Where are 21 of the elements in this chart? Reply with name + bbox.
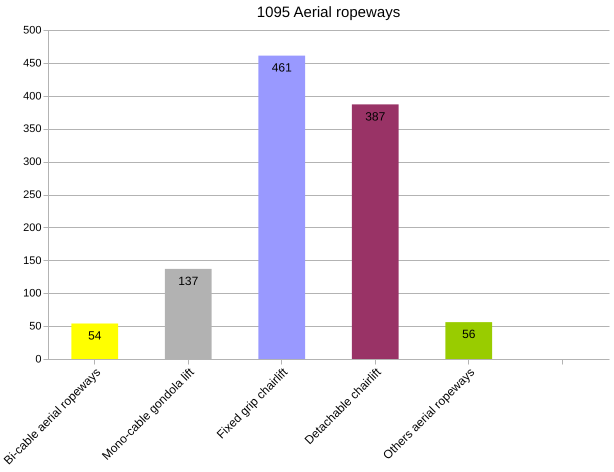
y-tick-label: 0	[35, 354, 42, 366]
y-tick-label: 400	[23, 90, 42, 102]
y-tick-label: 450	[23, 57, 42, 70]
bar	[71, 323, 118, 359]
y-tick-label: 250	[23, 189, 42, 201]
y-tick-label: 500	[23, 24, 42, 36]
chart-title: 1095 Aerial ropeways	[256, 4, 400, 21]
y-tick-label: 300	[23, 156, 42, 168]
data-label: 387	[365, 109, 386, 124]
y-tick-label: 50	[29, 320, 42, 333]
y-tick-label: 200	[23, 222, 42, 234]
y-tick-label: 150	[23, 254, 42, 267]
data-label: 137	[178, 274, 199, 288]
bar	[445, 322, 492, 359]
data-label: 56	[462, 327, 476, 342]
data-label: 461	[272, 60, 292, 75]
data-label: 54	[88, 328, 102, 342]
y-tick-label: 350	[23, 123, 42, 136]
bar	[352, 104, 399, 359]
bar	[258, 56, 306, 359]
y-tick-label: 100	[23, 288, 42, 300]
